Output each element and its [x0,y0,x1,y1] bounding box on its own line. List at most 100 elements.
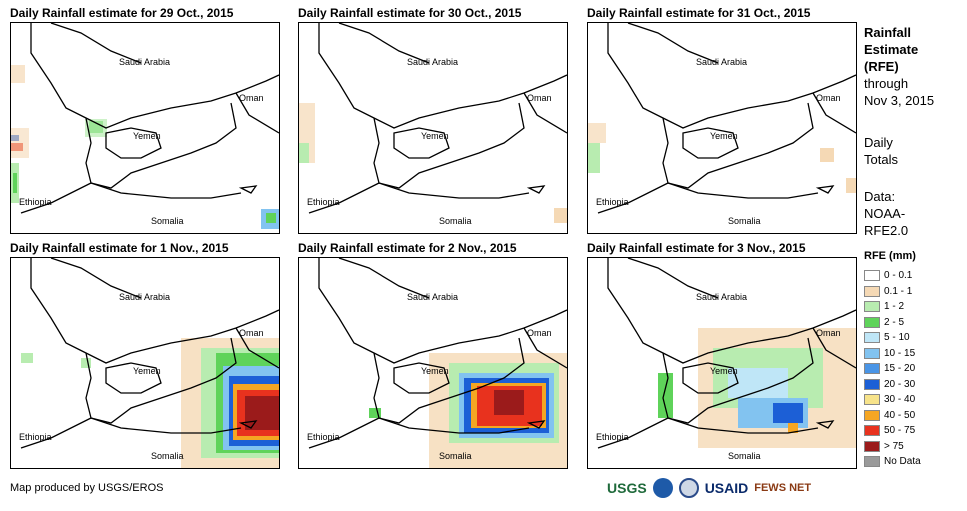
label-saudi-arabia: Saudi Arabia [407,57,458,67]
legend-label: 5 - 10 [884,332,910,344]
label-yemen: Yemen [421,131,449,141]
legend-swatch [864,425,880,437]
fews-net-logo: FEWS NET [754,482,812,494]
boundaries-1 [20,23,279,214]
noaa-logo-icon [652,478,673,498]
rain-layer-3 [588,123,856,193]
map-panel-6: Saudi Arabia Oman Yemen Ethiopia Somalia [587,257,857,469]
label-ethiopia: Ethiopia [596,197,629,207]
panel-title-5: Daily Rainfall estimate for 2 Nov., 2015 [298,241,517,255]
title-line-2: Estimate [864,42,919,57]
label-saudi-arabia: Saudi Arabia [119,57,170,67]
sidebar-data-source: Data: NOAA- RFE2.0 [864,188,908,239]
legend-item: 50 - 75 [864,423,921,439]
label-yemen: Yemen [133,366,161,376]
rain-layer-2 [299,103,567,223]
legend-item: 30 - 40 [864,392,921,408]
legend-swatch [864,440,880,452]
rain-layer-6 [658,328,856,448]
label-oman: Oman [527,328,552,338]
panel-title-6: Daily Rainfall estimate for 3 Nov., 2015 [587,241,806,255]
legend-swatch [864,316,880,328]
rain-layer-4 [21,338,279,468]
rain-layer-5 [369,353,567,468]
legend-label: 0.1 - 1 [884,285,913,297]
boundaries-4 [20,258,279,449]
legend-label: 10 - 15 [884,347,916,359]
map-4-svg: Saudi Arabia Oman Yemen Ethiopia Somalia [19,258,279,468]
label-oman: Oman [239,328,264,338]
map-3-svg: Saudi Arabia Oman Yemen Ethiopia Somalia [588,23,856,226]
label-saudi-arabia: Saudi Arabia [407,292,458,302]
panel-title-1: Daily Rainfall estimate for 29 Oct., 201… [10,6,234,20]
legend-label: 40 - 50 [884,409,916,421]
usgs-logo: USGS [607,480,647,496]
label-saudi-arabia: Saudi Arabia [119,292,170,302]
label-oman: Oman [816,328,841,338]
label-somalia: Somalia [151,451,184,461]
label-somalia: Somalia [439,216,472,226]
data-label: Data: [864,189,896,204]
title-line-1: Rainfall [864,25,911,40]
boundaries-5 [308,258,567,449]
map-credit: Map produced by USGS/EROS [10,482,164,494]
legend-label: 50 - 75 [884,425,916,437]
title-line-3: (RFE) [864,59,899,74]
map-2-svg: Saudi Arabia Oman Yemen Ethiopia Somalia [299,23,567,226]
panel-title-2: Daily Rainfall estimate for 30 Oct., 201… [298,6,522,20]
legend-label: 1 - 2 [884,301,905,313]
boundaries-3 [597,23,856,214]
seal-logo-icon [678,478,699,498]
label-somalia: Somalia [728,216,761,226]
sidebar-title: Rainfall Estimate (RFE) through Nov 3, 2… [864,24,934,109]
panel-title-4: Daily Rainfall estimate for 1 Nov., 2015 [10,241,229,255]
legend-item: 10 - 15 [864,346,921,362]
legend-item: 0.1 - 1 [864,284,921,300]
legend-item: 20 - 30 [864,377,921,393]
legend-label: 30 - 40 [884,394,916,406]
legend-rows: 0 - 0.1 0.1 - 1 1 - 2 2 - 5 5 - 10 10 - 15 15 … [864,268,921,470]
label-ethiopia: Ethiopia [19,432,52,442]
legend-label: 2 - 5 [884,316,905,328]
sidebar-daily: Daily Totals [864,134,898,168]
label-ethiopia: Ethiopia [19,197,52,207]
legend-item: > 75 [864,439,921,455]
legend-item: 2 - 5 [864,315,921,331]
boundaries-6 [597,258,856,449]
legend-item: 5 - 10 [864,330,921,346]
legend-label: 20 - 30 [884,378,916,390]
legend-item: 40 - 50 [864,408,921,424]
map-panel-3: Saudi Arabia Oman Yemen Ethiopia Somalia [587,22,857,234]
source-line-2: RFE2.0 [864,223,909,238]
label-yemen: Yemen [421,366,449,376]
legend-swatch [864,347,880,359]
label-yemen: Yemen [710,131,738,141]
legend-swatch [864,409,880,421]
map-5-svg: Saudi Arabia Oman Yemen Ethiopia Somalia [307,258,567,468]
map-6-svg: Saudi Arabia Oman Yemen Ethiopia Somalia [596,258,856,461]
label-ethiopia: Ethiopia [596,432,629,442]
label-somalia: Somalia [439,451,472,461]
legend-swatch [864,301,880,313]
map-panel-2: Saudi Arabia Oman Yemen Ethiopia Somalia [298,22,568,234]
legend-item: 0 - 0.1 [864,268,921,284]
label-oman: Oman [527,93,552,103]
map-panel-5: Saudi Arabia Oman Yemen Ethiopia Somalia [298,257,568,469]
label-yemen: Yemen [133,131,161,141]
legend-swatch [864,456,880,468]
boundaries-2 [308,23,567,214]
label-somalia: Somalia [728,451,761,461]
legend-label: No Data [884,456,921,468]
totals-text: Totals [864,152,898,167]
label-ethiopia: Ethiopia [307,432,340,442]
legend-swatch [864,270,880,282]
legend: RFE (mm) 0 - 0.1 0.1 - 1 1 - 2 2 - 5 5 - 10 1… [864,250,921,470]
map-panel-1: Saudi Arabia Oman Yemen Ethiopia Somalia [10,22,280,234]
label-ethiopia: Ethiopia [307,197,340,207]
legend-swatch [864,285,880,297]
label-somalia: Somalia [151,216,184,226]
panel-title-3: Daily Rainfall estimate for 31 Oct., 201… [587,6,811,20]
label-oman: Oman [816,93,841,103]
legend-item: 1 - 2 [864,299,921,315]
label-saudi-arabia: Saudi Arabia [696,57,747,67]
